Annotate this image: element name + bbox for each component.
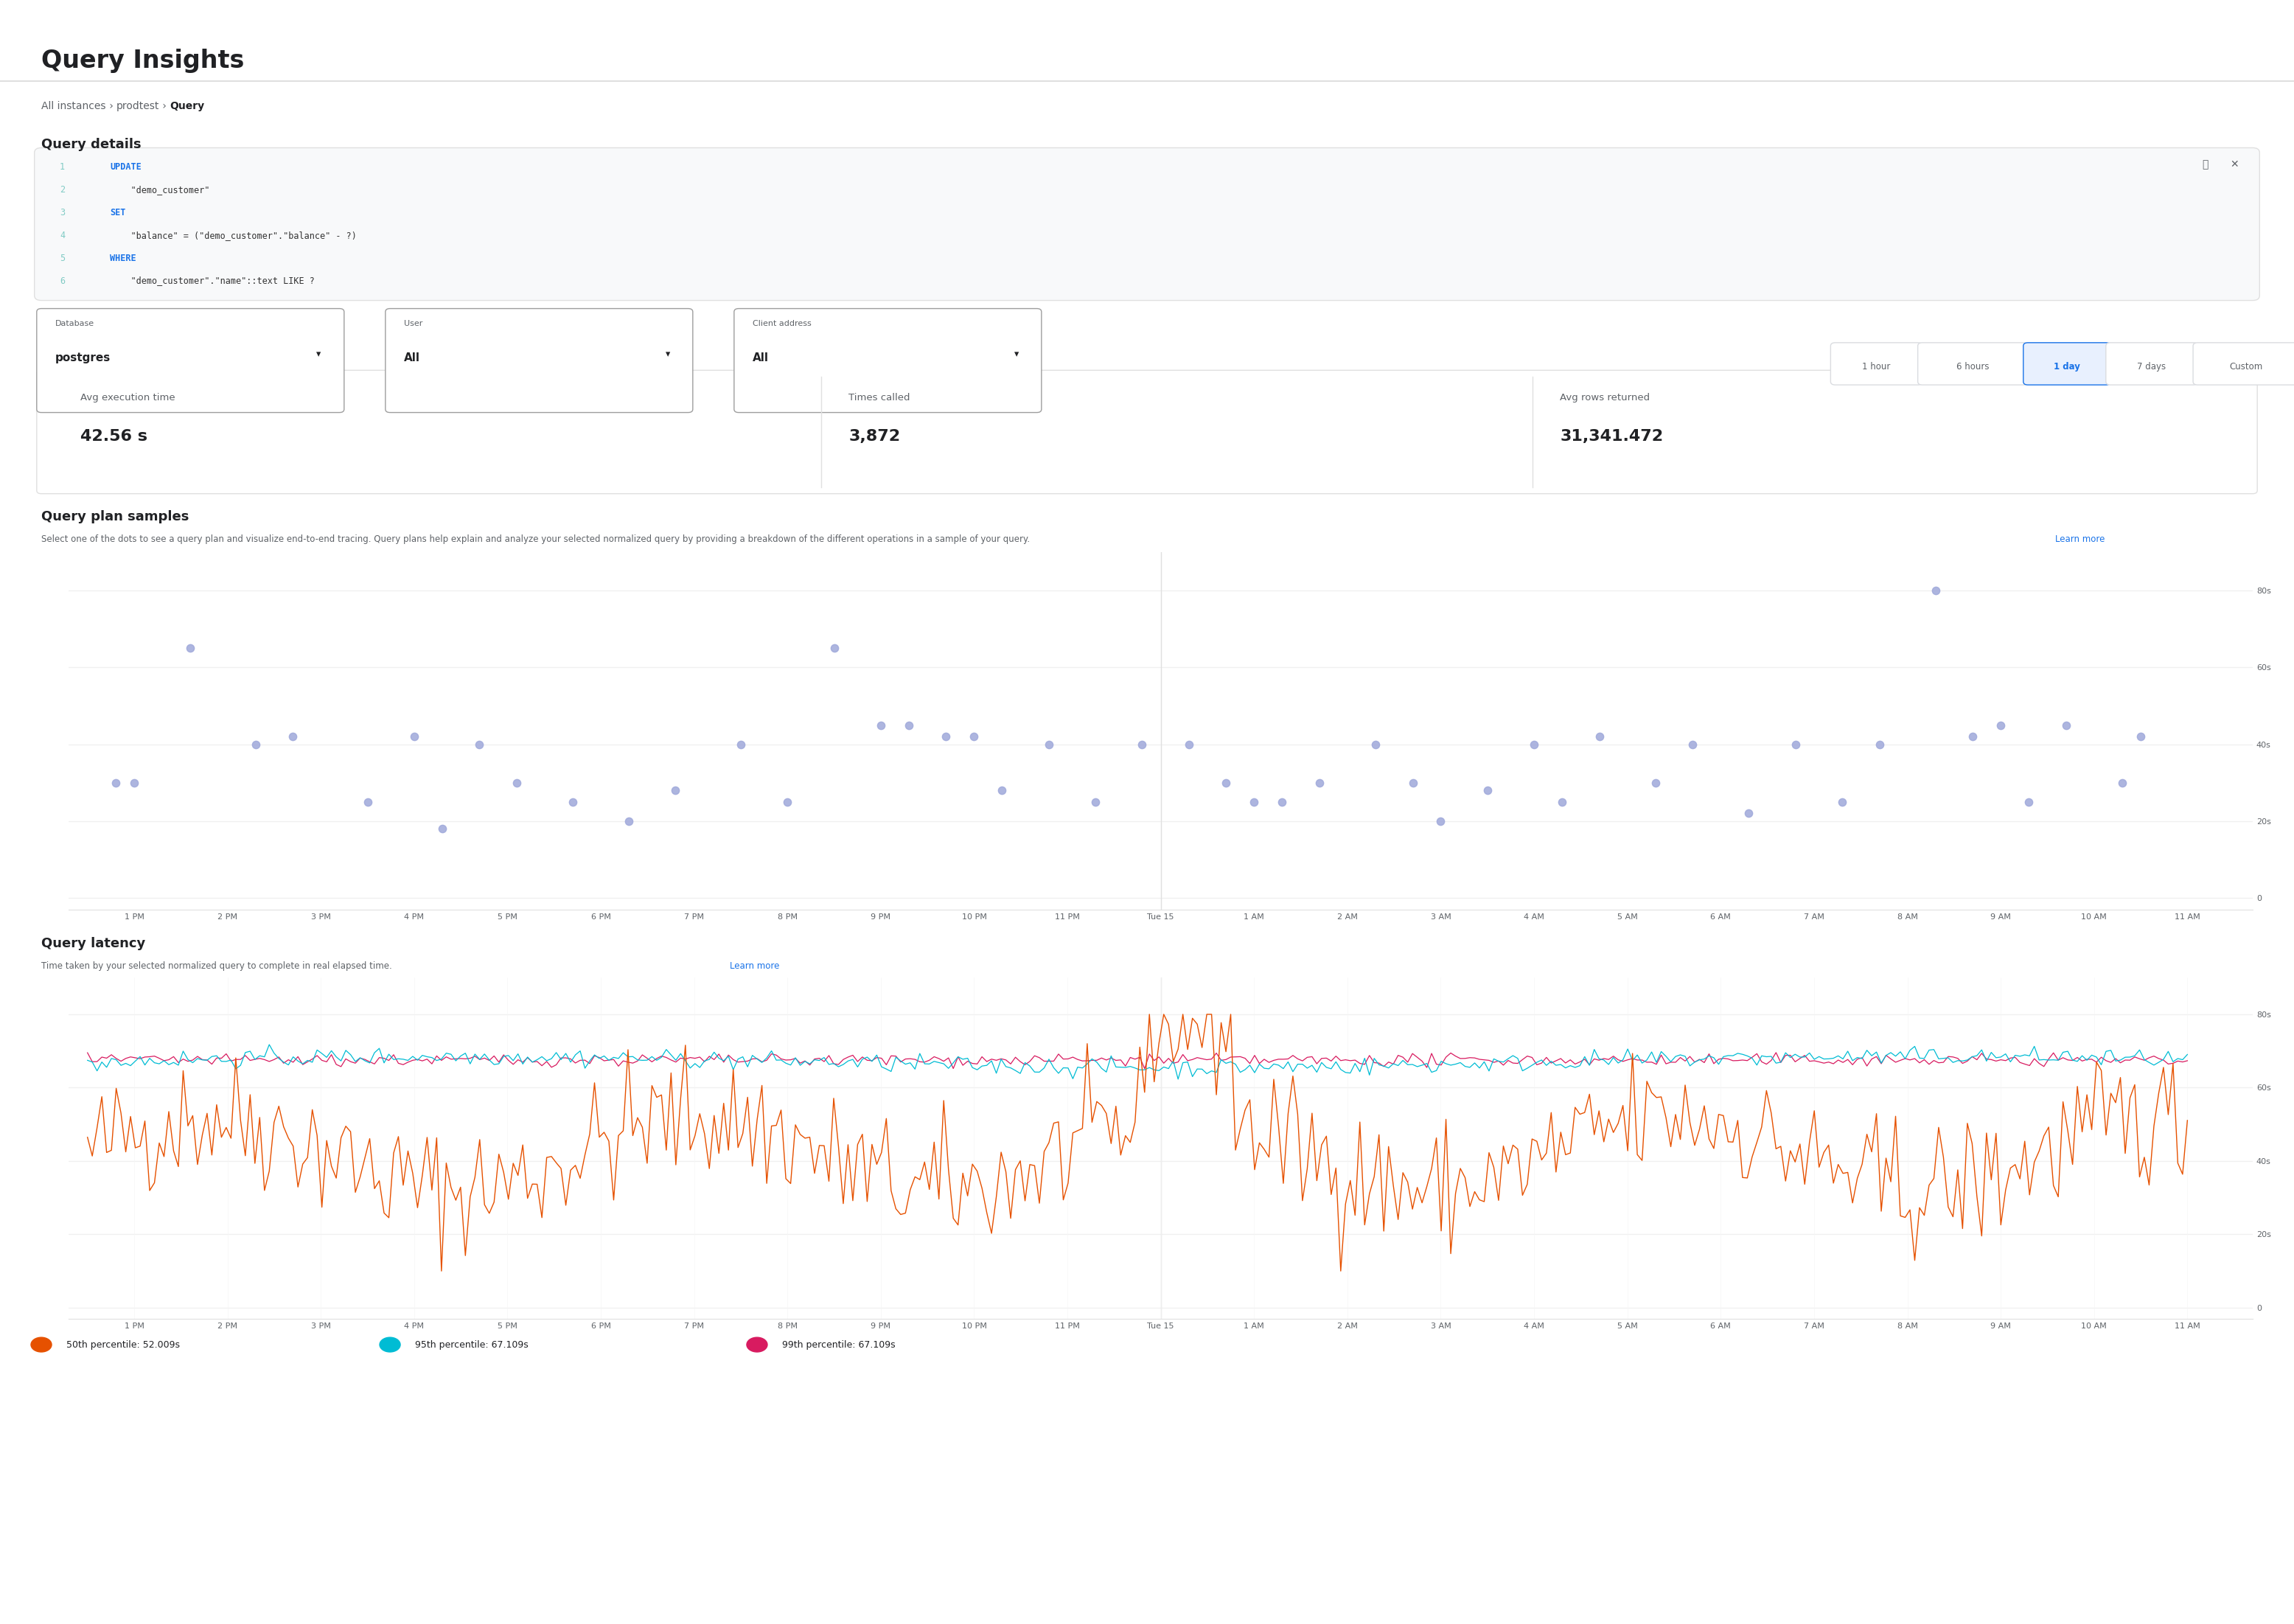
Point (1675, 731, 1711, 757)
Point (115, 770, 151, 796)
Point (1954, 724, 1991, 750)
Point (957, 724, 993, 750)
Point (275, 724, 312, 750)
FancyBboxPatch shape (37, 370, 2257, 494)
Point (1207, 770, 1243, 796)
Point (96, 770, 133, 796)
FancyBboxPatch shape (2023, 343, 2110, 385)
Point (1730, 801, 1766, 827)
Point (236, 731, 273, 757)
FancyBboxPatch shape (34, 148, 2260, 300)
Point (172, 635, 209, 661)
Point (1778, 731, 1815, 757)
Point (1918, 578, 1954, 604)
Text: ▾: ▾ (317, 349, 321, 359)
Text: 1 hour: 1 hour (1863, 362, 1890, 372)
Text: 3: 3 (60, 208, 64, 218)
Point (461, 731, 498, 757)
Point (890, 711, 927, 737)
Text: ✕: ✕ (2230, 159, 2239, 169)
Text: Select one of the dots to see a query plan and visualize end-to-end tracing. Que: Select one of the dots to see a query pl… (41, 534, 1032, 544)
Text: All instances: All instances (41, 101, 106, 110)
Text: Times called: Times called (849, 393, 911, 403)
Text: Query details: Query details (41, 138, 142, 151)
Point (397, 724, 434, 750)
Text: 50th percentile: 52.009s: 50th percentile: 52.009s (67, 1340, 179, 1350)
Text: "demo_customer": "demo_customer" (110, 185, 211, 195)
Point (1301, 770, 1337, 796)
Point (1358, 731, 1395, 757)
Text: 6: 6 (60, 276, 64, 286)
Circle shape (32, 1338, 50, 1351)
Text: 6 hours: 6 hours (1957, 362, 1989, 372)
Text: 42.56 s: 42.56 s (80, 429, 147, 443)
Text: Learn more: Learn more (2055, 534, 2106, 544)
Text: 95th percentile: 67.109s: 95th percentile: 67.109s (415, 1340, 528, 1350)
FancyBboxPatch shape (2193, 343, 2294, 385)
Point (1264, 789, 1301, 815)
Text: All: All (752, 352, 768, 364)
Point (1236, 789, 1273, 815)
Text: 7 days: 7 days (2138, 362, 2166, 372)
FancyBboxPatch shape (37, 309, 344, 412)
Text: Query: Query (170, 101, 204, 110)
Point (1516, 731, 1553, 757)
Point (349, 789, 385, 815)
Text: ›: › (106, 101, 117, 110)
Text: 3,872: 3,872 (849, 429, 902, 443)
Text: Time taken by your selected normalized query to complete in real elapsed time.: Time taken by your selected normalized q… (41, 961, 395, 971)
FancyBboxPatch shape (734, 309, 1041, 412)
Text: 1: 1 (60, 162, 64, 172)
Text: prodtest: prodtest (117, 101, 158, 110)
Point (1982, 711, 2019, 737)
Point (1030, 731, 1067, 757)
Point (1395, 770, 1431, 796)
Point (2010, 789, 2046, 815)
Point (927, 724, 963, 750)
Text: 1 day: 1 day (2053, 362, 2081, 372)
Point (2049, 711, 2085, 737)
Text: ›: › (158, 101, 170, 110)
Text: Avg execution time: Avg execution time (80, 393, 174, 403)
Text: ▾: ▾ (1014, 349, 1019, 359)
Text: 31,341.472: 31,341.472 (1560, 429, 1663, 443)
Text: Client address: Client address (752, 320, 812, 328)
Point (1468, 778, 1505, 804)
Point (1824, 789, 1860, 815)
Text: "demo_customer"."name"::text LIKE ?: "demo_customer"."name"::text LIKE ? (110, 276, 314, 286)
Text: 99th percentile: 67.109s: 99th percentile: 67.109s (782, 1340, 895, 1350)
Text: "balance" = ("demo_customer"."balance" - ?): "balance" = ("demo_customer"."balance" -… (110, 231, 358, 240)
Text: UPDATE: UPDATE (110, 162, 142, 172)
Text: SET: SET (110, 208, 126, 218)
Text: Custom: Custom (2230, 362, 2262, 372)
FancyBboxPatch shape (2106, 343, 2198, 385)
Text: Avg rows returned: Avg rows returned (1560, 393, 1649, 403)
Point (1638, 770, 1675, 796)
FancyBboxPatch shape (385, 309, 693, 412)
Text: 4: 4 (60, 231, 64, 240)
Point (610, 809, 647, 835)
Text: User: User (404, 320, 422, 328)
Point (656, 778, 693, 804)
Point (1860, 731, 1897, 757)
Point (723, 731, 759, 757)
Point (1078, 789, 1115, 815)
Text: All: All (404, 352, 420, 364)
Point (498, 770, 535, 796)
FancyBboxPatch shape (1918, 343, 2028, 385)
Point (1124, 731, 1161, 757)
Text: Query Insights: Query Insights (41, 49, 243, 73)
Circle shape (746, 1338, 766, 1351)
Text: Query latency: Query latency (41, 937, 145, 950)
Point (1581, 724, 1617, 750)
Text: ⧉: ⧉ (2202, 159, 2209, 169)
Point (1170, 731, 1207, 757)
Text: Learn more: Learn more (729, 961, 780, 971)
Circle shape (381, 1338, 401, 1351)
Point (2122, 724, 2159, 750)
Text: Database: Database (55, 320, 94, 328)
Point (2104, 770, 2140, 796)
Text: postgres: postgres (55, 352, 110, 364)
Point (1422, 809, 1459, 835)
